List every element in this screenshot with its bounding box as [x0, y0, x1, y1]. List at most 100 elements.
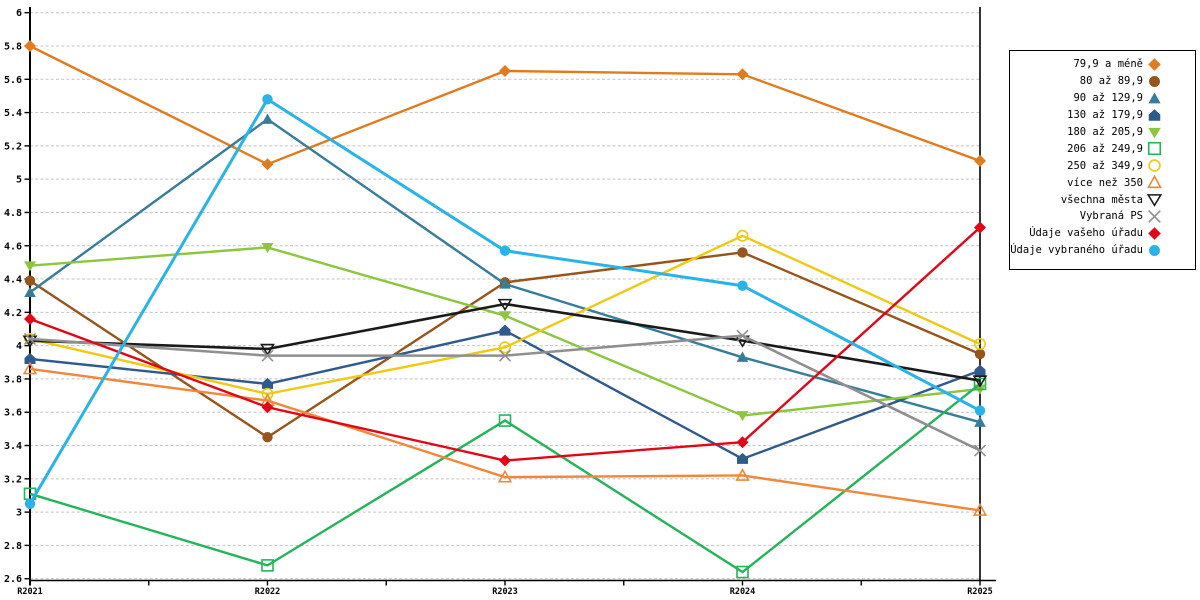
y-tick-label: 4.2	[4, 308, 22, 319]
triangle-down-legend-icon	[1148, 127, 1161, 138]
y-tick-label: 3	[16, 508, 22, 519]
legend-item-label: Vybraná PS	[1079, 210, 1143, 223]
y-tick-label: 4	[16, 341, 22, 352]
triangle-down-icon	[1148, 127, 1161, 138]
series-line	[28, 97, 981, 505]
data-point-marker	[498, 349, 512, 362]
triangle-up-legend-icon	[1147, 175, 1162, 189]
circle-legend-icon	[1148, 159, 1161, 173]
legend-item: 80 až 89,9	[1010, 73, 1195, 90]
legend-item-label: 80 až 89,9	[1079, 75, 1143, 88]
legend: 79,9 a méně 80 až 89,9 90 až 129,9 130 až 1…	[1009, 50, 1196, 270]
data-point-marker	[499, 324, 511, 336]
y-tick-label: 3.2	[4, 474, 22, 485]
y-tick-label: 3.8	[4, 374, 22, 385]
data-point-marker	[736, 565, 749, 579]
legend-item: Údaje vašeho úřadu	[1010, 225, 1195, 242]
data-point-marker	[24, 275, 36, 286]
data-point-marker	[24, 498, 36, 509]
diamond-icon	[1148, 58, 1161, 71]
series-line	[29, 234, 981, 396]
y-tick-label: 4.6	[4, 241, 22, 252]
legend-item: více než 350	[1010, 174, 1195, 191]
data-point-marker	[736, 436, 749, 449]
triangle-up-legend-icon	[1148, 92, 1161, 104]
square-icon	[1147, 142, 1162, 156]
data-point-marker	[262, 94, 273, 105]
data-point-marker	[499, 245, 511, 256]
data-point-marker	[736, 229, 749, 242]
data-point-marker	[499, 64, 511, 77]
data-point-marker	[498, 414, 512, 427]
legend-item: 206 až 249,9	[1010, 140, 1195, 157]
data-point-marker	[261, 113, 274, 124]
data-point-marker	[261, 559, 274, 572]
circle-legend-icon	[1149, 75, 1160, 87]
data-point-marker	[261, 243, 274, 254]
x-tick-label: R2021	[17, 587, 43, 597]
data-point-marker	[973, 337, 986, 350]
data-point-marker	[737, 452, 748, 464]
data-point-marker	[974, 154, 986, 167]
x-tick-label: R2022	[255, 587, 281, 597]
x-tick-label: R2025	[967, 587, 993, 597]
data-point-marker	[736, 329, 749, 342]
legend-item-label: 206 až 249,9	[1067, 142, 1143, 155]
y-tick-label: 5	[16, 175, 22, 186]
data-point-marker	[972, 503, 988, 516]
series-line	[29, 44, 981, 166]
data-point-marker	[24, 39, 36, 52]
legend-item-label: více než 350	[1067, 176, 1143, 189]
legend-item: všechna města	[1010, 191, 1195, 208]
plot-area: 6 5.8 5.6 5.4 5.2 5 4.8 4.6 4.4 4.2 4 3.8 3.6 3.4 3.2 3…	[4, 7, 996, 597]
x-tick-label: R2024	[730, 587, 756, 597]
data-point-marker	[261, 387, 274, 400]
diamond-icon	[1148, 227, 1161, 240]
data-point-marker	[974, 416, 986, 427]
legend-item: 90 až 129,9	[1010, 90, 1195, 107]
data-point-marker	[735, 468, 750, 481]
y-tick-label: 2.6	[4, 574, 22, 585]
triangle-up-icon	[1148, 92, 1161, 104]
legend-item-label: 90 až 129,9	[1073, 92, 1143, 105]
legend-item-label: Údaje vašeho úřadu	[1029, 227, 1143, 240]
y-tick-label: 5.2	[4, 141, 22, 152]
legend-item-label: 79,9 a méně	[1073, 58, 1143, 71]
data-point-marker	[499, 278, 511, 289]
series-line	[29, 382, 981, 574]
circle-legend-icon	[1149, 244, 1160, 256]
circle-icon	[1149, 75, 1160, 87]
circle-icon	[1149, 244, 1160, 256]
y-tick-label: 3.6	[4, 408, 22, 419]
data-point-marker	[736, 68, 749, 81]
data-point-marker	[499, 311, 511, 322]
legend-item-label: 130 až 179,9	[1067, 109, 1143, 122]
data-point-marker	[974, 221, 986, 234]
data-point-marker	[736, 411, 749, 422]
legend-item: Vybraná PS	[1010, 208, 1195, 225]
x-tick-label: R2023	[492, 587, 518, 597]
data-point-marker	[262, 377, 273, 389]
pentagon-icon	[1148, 108, 1161, 121]
data-point-marker	[497, 298, 513, 312]
x-cross-icon	[1148, 210, 1161, 223]
data-point-marker	[737, 247, 748, 258]
data-point-marker	[24, 352, 36, 364]
data-point-marker	[973, 377, 987, 391]
data-point-marker	[24, 286, 36, 297]
series-line	[29, 117, 981, 424]
triangle-up-icon	[1147, 175, 1162, 189]
legend-item-label: 250 až 349,9	[1067, 159, 1143, 172]
data-point-marker	[737, 280, 748, 291]
square-legend-icon	[1147, 142, 1162, 156]
y-tick-label: 3.4	[4, 441, 22, 452]
circle-icon	[1148, 159, 1161, 173]
y-tick-label: 4.8	[4, 208, 22, 219]
data-point-marker	[262, 431, 273, 443]
data-point-marker	[499, 454, 511, 467]
data-point-marker	[736, 351, 749, 362]
data-point-marker	[497, 469, 513, 483]
diamond-legend-icon	[1148, 58, 1161, 71]
legend-item: 79,9 a méně	[1010, 56, 1195, 73]
